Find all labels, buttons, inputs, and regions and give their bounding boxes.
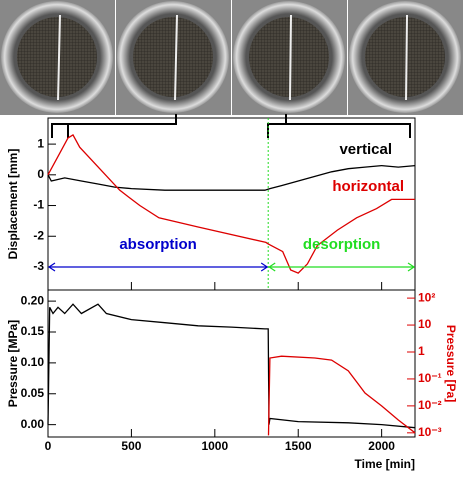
photo [0,0,115,115]
x-axis-label: Time [min] [355,457,415,471]
y-tick-label: 0.15 [21,324,45,338]
y2-axis-label: Pressure [Pa] [444,325,458,402]
range-label: absorption [119,236,197,253]
photos [0,0,463,115]
y-tick-label: -3 [33,259,44,273]
range-label: desorption [303,236,381,253]
y-tick-label: 1 [37,136,44,150]
series-label: horizontal [332,178,404,195]
y-tick-label: 0 [37,167,44,181]
y-axis-label: Pressure [MPa] [6,320,20,407]
photo [348,0,463,115]
data-line [47,133,415,274]
y-tick-label: 0.10 [21,355,45,369]
x-tick-label: 0 [45,439,52,453]
data-line [47,164,416,191]
series-label: vertical [339,141,392,158]
y-tick-label: -2 [33,228,44,242]
data-line [267,355,416,436]
y2-tick-label: 1 [418,344,425,358]
y2-tick-label: 10⁻² [418,398,442,412]
plot: -3 -2 -1 0 1 Displacement [mm] vertical horizon… [6,117,458,471]
y2-tick-label: 10² [418,290,435,304]
x-tick-label: 500 [121,439,141,453]
photo [232,0,347,115]
y-tick-label: 0.00 [21,417,45,431]
plot-frame [47,289,416,438]
y2-tick-label: 10⁻³ [418,425,442,439]
y-tick-label: -1 [33,198,44,212]
arrow-head [47,262,269,272]
y2-tick-label: 10 [418,317,432,331]
x-tick-label: 2000 [368,439,395,453]
y2-tick-label: 10⁻¹ [418,371,442,385]
photo [116,0,231,115]
y-tick-label: 0.20 [21,293,45,307]
y-axis-label: Displacement [mm] [6,149,20,260]
data-line [47,303,416,429]
arrow-head [268,262,416,272]
y-tick-label: 0.05 [21,386,45,400]
x-tick-label: 1000 [201,439,228,453]
x-tick-label: 1500 [285,439,312,453]
